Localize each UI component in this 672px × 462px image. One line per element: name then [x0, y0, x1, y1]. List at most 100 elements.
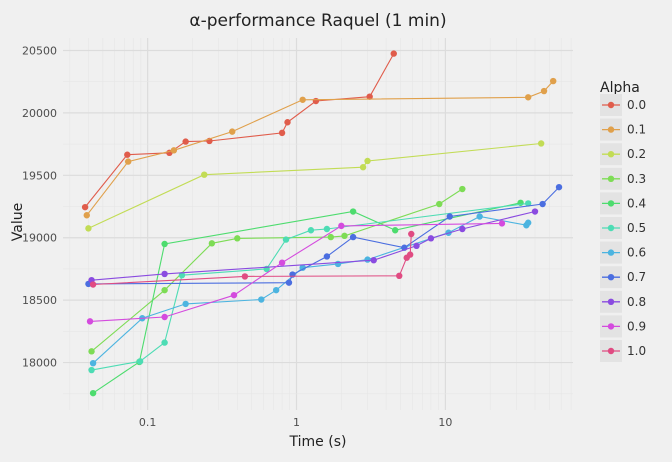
- data-point: [234, 235, 241, 242]
- data-point: [323, 253, 331, 260]
- series-layer: [81, 50, 563, 397]
- legend-items: 0.0 0.1 0.2 0.3 0.4 0.5 0.6 0.7 0.8 0.9 1.0: [600, 94, 646, 362]
- series-line: [93, 233, 412, 286]
- data-point: [436, 200, 443, 208]
- data-point: [338, 222, 345, 230]
- legend-key-marker: [607, 200, 615, 207]
- data-point: [241, 273, 249, 280]
- legend-title: Alpha: [600, 80, 640, 96]
- data-point: [124, 151, 131, 158]
- data-point: [85, 225, 92, 232]
- grid-lines: [63, 38, 573, 410]
- data-point: [230, 291, 238, 299]
- x-tick-label: 1: [293, 416, 300, 429]
- legend-label: 0.9: [627, 319, 646, 333]
- data-point: [349, 208, 357, 215]
- data-point: [390, 50, 397, 57]
- data-point: [549, 77, 557, 85]
- series-1.0: [89, 230, 415, 288]
- data-point: [124, 158, 132, 165]
- data-point: [88, 348, 95, 355]
- legend-item: 0.7: [600, 266, 646, 289]
- legend-item: 0.6: [600, 241, 646, 264]
- data-point: [524, 219, 532, 226]
- legend-item: 0.2: [600, 143, 646, 166]
- data-point: [258, 296, 265, 303]
- data-point: [89, 281, 97, 288]
- data-point: [323, 225, 331, 233]
- data-point: [476, 213, 483, 220]
- series-line: [92, 202, 521, 394]
- data-point: [427, 235, 435, 242]
- data-point: [537, 140, 545, 147]
- series-0.9: [86, 220, 506, 325]
- legend-key-marker: [607, 323, 615, 330]
- data-point: [349, 233, 357, 241]
- series-0.5: [88, 200, 532, 374]
- legend-label: 0.1: [627, 123, 646, 137]
- legend-key-marker: [607, 249, 615, 256]
- data-point: [278, 259, 286, 266]
- legend-item: 1.0: [600, 340, 646, 362]
- chart-title: α-performance Raquel (1 min): [189, 11, 446, 31]
- legend-label: 0.5: [627, 221, 646, 235]
- data-point: [524, 200, 532, 207]
- data-point: [178, 271, 186, 279]
- legend-label: 0.0: [627, 98, 646, 112]
- data-point: [89, 359, 97, 367]
- legend-item: 0.1: [600, 118, 646, 141]
- data-point: [539, 200, 546, 208]
- x-axis-ticks: 0.1 1 10: [139, 416, 452, 429]
- legend-key-marker: [607, 298, 615, 305]
- x-axis-label: Time (s): [289, 434, 347, 450]
- y-tick-label: 19000: [22, 232, 57, 245]
- legend-item: 0.5: [600, 217, 646, 239]
- legend-item: 0.3: [600, 167, 646, 190]
- data-point: [278, 129, 286, 137]
- series-0.6: [89, 213, 532, 367]
- legend-item: 0.4: [600, 192, 646, 215]
- data-point: [161, 240, 168, 248]
- data-point: [170, 147, 178, 154]
- data-point: [408, 230, 415, 238]
- data-point: [524, 94, 532, 101]
- legend-item: 0.0: [600, 94, 646, 116]
- series-0.8: [88, 208, 539, 284]
- data-point: [540, 87, 548, 95]
- data-point: [327, 233, 335, 241]
- series-line: [89, 222, 503, 322]
- legend-label: 0.8: [627, 295, 646, 309]
- data-point: [299, 96, 306, 103]
- data-point: [334, 260, 342, 268]
- legend-key-marker: [607, 126, 615, 133]
- legend-label: 0.3: [627, 172, 646, 186]
- series-0.1: [83, 77, 557, 219]
- data-point: [282, 236, 290, 243]
- legend-item: 0.9: [600, 315, 646, 338]
- data-point: [459, 225, 466, 233]
- y-tick-label: 20000: [22, 107, 57, 120]
- data-point: [284, 119, 291, 126]
- data-point: [182, 300, 189, 308]
- data-point: [366, 93, 373, 100]
- data-point: [307, 227, 315, 234]
- y-tick-label: 18000: [22, 357, 57, 370]
- legend-label: 0.4: [627, 196, 646, 210]
- data-point: [83, 212, 90, 219]
- data-point: [413, 242, 420, 250]
- y-tick-label: 19500: [22, 169, 57, 182]
- data-point: [459, 185, 466, 193]
- legend-key-marker: [607, 347, 615, 355]
- data-point: [391, 227, 399, 234]
- data-point: [364, 256, 371, 263]
- data-point: [161, 270, 168, 278]
- legend-item: 0.8: [600, 290, 646, 313]
- data-point: [364, 157, 371, 165]
- data-point: [396, 272, 403, 280]
- legend-label: 0.7: [627, 270, 646, 284]
- data-point: [312, 97, 320, 105]
- y-axis-label: Value: [10, 203, 26, 241]
- data-point: [446, 213, 453, 220]
